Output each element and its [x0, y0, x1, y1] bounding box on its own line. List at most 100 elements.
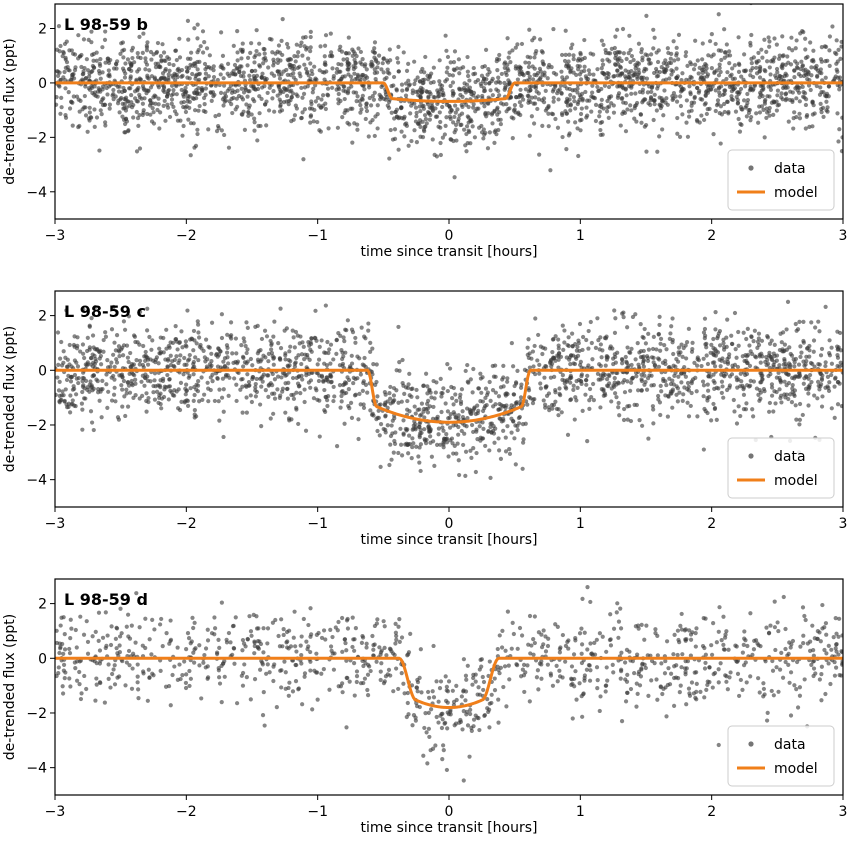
data-point	[195, 131, 200, 137]
data-point	[80, 427, 85, 432]
data-point	[572, 417, 577, 422]
data-point	[189, 50, 194, 55]
data-point	[784, 327, 789, 332]
data-point	[621, 417, 627, 423]
data-point	[332, 394, 337, 399]
data-point	[259, 384, 264, 389]
data-point	[493, 390, 498, 395]
data-point	[294, 92, 299, 97]
data-point	[469, 422, 475, 428]
data-point	[684, 702, 689, 707]
data-point	[264, 123, 269, 128]
data-point	[418, 134, 423, 139]
data-point	[264, 76, 269, 82]
data-point	[290, 328, 295, 333]
data-point	[716, 12, 721, 17]
data-point	[147, 334, 152, 340]
data-point	[211, 64, 216, 69]
data-point	[188, 337, 193, 342]
data-point	[616, 405, 621, 410]
data-point	[563, 52, 568, 57]
data-point	[488, 475, 493, 480]
data-point	[455, 66, 460, 71]
data-point	[466, 73, 471, 79]
data-point	[501, 363, 506, 368]
data-point	[391, 83, 396, 88]
data-point	[796, 72, 801, 77]
data-point	[173, 337, 178, 342]
data-point	[551, 95, 556, 100]
data-point	[584, 115, 589, 120]
data-point	[438, 140, 443, 146]
data-point	[370, 93, 375, 99]
data-point	[725, 70, 730, 75]
data-point	[351, 380, 356, 386]
data-point	[129, 48, 134, 53]
data-point	[221, 103, 226, 108]
data-point	[629, 346, 634, 351]
data-point	[176, 387, 181, 392]
data-point	[559, 91, 564, 96]
data-point	[129, 381, 134, 386]
data-point	[607, 381, 612, 386]
data-point	[827, 48, 832, 53]
data-point	[623, 87, 628, 92]
data-point	[702, 336, 707, 341]
data-point	[339, 399, 344, 404]
data-point	[669, 72, 674, 77]
data-point	[627, 72, 632, 77]
data-point	[219, 312, 224, 317]
data-point	[139, 379, 144, 384]
data-point	[691, 67, 697, 72]
data-point	[754, 111, 759, 116]
data-point	[277, 76, 283, 81]
data-point	[155, 107, 160, 113]
data-point	[514, 95, 519, 100]
data-point	[815, 73, 820, 79]
data-point	[652, 70, 657, 76]
data-point	[331, 384, 336, 390]
data-point	[368, 408, 373, 413]
data-point	[145, 306, 150, 311]
x-tick-label: −2	[176, 516, 197, 532]
data-point	[468, 141, 473, 146]
data-point	[577, 321, 583, 327]
data-point	[590, 357, 595, 362]
data-point	[503, 70, 508, 75]
data-point	[219, 395, 225, 400]
data-point	[127, 103, 132, 108]
data-point	[682, 385, 687, 390]
data-point	[127, 390, 133, 395]
data-point	[823, 385, 828, 390]
data-point	[240, 41, 245, 46]
data-point	[623, 354, 628, 360]
data-point	[292, 361, 298, 366]
data-point	[276, 374, 281, 379]
data-point	[176, 66, 181, 71]
data-point	[517, 421, 522, 426]
data-point	[838, 330, 843, 336]
data-point	[557, 391, 562, 396]
data-point	[221, 83, 227, 88]
data-point	[440, 87, 445, 92]
data-point	[724, 42, 729, 47]
data-point	[818, 371, 824, 376]
data-point	[704, 353, 709, 358]
data-point	[663, 77, 669, 82]
data-point	[745, 91, 750, 97]
data-point	[522, 367, 528, 372]
data-point	[174, 354, 179, 359]
data-point	[798, 344, 803, 349]
data-point	[376, 415, 381, 420]
data-point	[668, 56, 673, 61]
data-point	[648, 61, 653, 66]
data-point	[399, 105, 404, 110]
data-point	[590, 83, 595, 88]
data-point	[679, 342, 684, 347]
data-point	[80, 375, 85, 381]
data-point	[757, 398, 762, 403]
data-point	[619, 356, 625, 362]
data-point	[115, 59, 120, 64]
data-point	[372, 46, 377, 51]
data-point	[515, 368, 520, 374]
